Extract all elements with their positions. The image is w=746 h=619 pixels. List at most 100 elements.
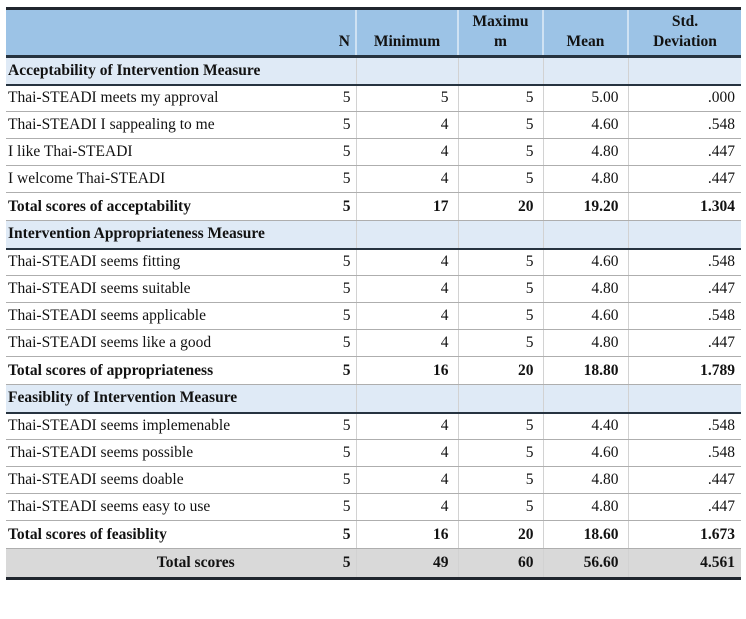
cell-maximum: 5 [457, 275, 543, 303]
cell-minimum: 4 [355, 493, 458, 521]
section-title: Intervention Appropriateness Measure [6, 220, 356, 250]
table-row: Thai-STEADI seems fitting 5 4 5 4.60 .54… [6, 248, 741, 276]
grand-total-label-cell: Total scores 5 [6, 548, 356, 579]
row-label: Total scores of feasiblity [6, 520, 260, 549]
table-row: I like Thai-STEADI 5 4 5 4.80 .447 [6, 138, 741, 166]
cell-n: 5 [260, 192, 356, 221]
cell-maximum: 20 [457, 520, 543, 549]
cell-std-deviation: 1.789 [627, 356, 741, 385]
cell-mean: 4.80 [542, 138, 628, 166]
cell-n: 5 [260, 111, 356, 139]
empty-cell [355, 220, 458, 250]
cell-mean: 4.60 [542, 111, 628, 139]
cell-n: 5 [342, 554, 351, 571]
cell-std-deviation: .548 [627, 111, 741, 139]
cell-maximum: 5 [457, 165, 543, 193]
cell-maximum: 5 [457, 248, 543, 276]
empty-cell [457, 56, 543, 86]
cell-mean: 4.80 [542, 275, 628, 303]
cell-std-deviation: .447 [627, 138, 741, 166]
cell-mean: 4.60 [542, 302, 628, 330]
cell-std-deviation: 1.673 [627, 520, 741, 549]
cell-maximum: 5 [457, 466, 543, 494]
cell-minimum: 16 [355, 520, 458, 549]
empty-cell [542, 384, 628, 414]
table-row: Thai-STEADI seems implemenable 5 4 5 4.4… [6, 412, 741, 440]
cell-minimum: 16 [355, 356, 458, 385]
table-row: Thai-STEADI seems possible 5 4 5 4.60 .5… [6, 439, 741, 467]
table-row: Thai-STEADI seems like a good 5 4 5 4.80… [6, 329, 741, 357]
cell-minimum: 5 [355, 84, 458, 112]
empty-cell [355, 56, 458, 86]
empty-cell [457, 220, 543, 250]
header-std-line1: Std. [671, 13, 699, 31]
cell-n: 5 [260, 412, 356, 440]
cell-n: 5 [260, 275, 356, 303]
row-label: Total scores of acceptability [6, 192, 260, 221]
cell-mean: 5.00 [542, 84, 628, 112]
cell-n: 5 [260, 165, 356, 193]
cell-minimum: 17 [355, 192, 458, 221]
cell-mean: 4.80 [542, 493, 628, 521]
header-minimum: Minimum [355, 8, 458, 58]
cell-minimum: 4 [355, 165, 458, 193]
grand-total-row: Total scores 5 49 60 56.60 4.561 [6, 548, 741, 579]
header-maximum-line2: m [494, 32, 507, 50]
row-label: Thai-STEADI seems applicable [6, 302, 260, 330]
cell-minimum: 4 [355, 248, 458, 276]
cell-minimum: 4 [355, 302, 458, 330]
header-maximum: Maximu m [457, 8, 543, 58]
cell-maximum: 5 [457, 302, 543, 330]
row-label: Thai-STEADI seems possible [6, 439, 260, 467]
section-header-row-acceptability: Acceptability of Intervention Measure [6, 56, 741, 86]
cell-n: 5 [260, 84, 356, 112]
table-header-row: N Minimum Maximu m Mean Std. Deviation [6, 8, 741, 58]
cell-mean: 4.80 [542, 466, 628, 494]
empty-cell [457, 384, 543, 414]
cell-std-deviation: .548 [627, 302, 741, 330]
cell-minimum: 4 [355, 329, 458, 357]
row-label: Thai-STEADI seems like a good [6, 329, 260, 357]
header-label-cell [6, 8, 260, 58]
cell-std-deviation: .000 [627, 84, 741, 112]
cell-maximum: 5 [457, 412, 543, 440]
table-row: Thai-STEADI seems doable 5 4 5 4.80 .447 [6, 466, 741, 494]
header-mean: Mean [542, 8, 628, 58]
cell-std-deviation: .548 [627, 412, 741, 440]
table-row: Thai-STEADI seems applicable 5 4 5 4.60 … [6, 302, 741, 330]
header-maximum-line1: Maximu [472, 13, 529, 31]
cell-n: 5 [260, 520, 356, 549]
empty-cell [627, 384, 741, 414]
cell-maximum: 5 [457, 329, 543, 357]
header-std-line2: Deviation [653, 32, 717, 50]
cell-mean: 4.60 [542, 439, 628, 467]
row-label: Thai-STEADI meets my approval [6, 84, 260, 112]
empty-cell [542, 56, 628, 86]
cell-maximum: 5 [457, 138, 543, 166]
cell-mean: 18.80 [542, 356, 628, 385]
cell-std-deviation: .548 [627, 248, 741, 276]
cell-std-deviation: .548 [627, 439, 741, 467]
cell-mean: 4.80 [542, 329, 628, 357]
empty-cell [627, 220, 741, 250]
cell-n: 5 [260, 329, 356, 357]
grand-total-label: Total scores [156, 554, 235, 571]
section-header-row-feasibility: Feasiblity of Intervention Measure [6, 384, 741, 414]
row-label: Thai-STEADI seems suitable [6, 275, 260, 303]
section-total-row: Total scores of appropriateness 5 16 20 … [6, 356, 741, 385]
row-label: Thai-STEADI seems implemenable [6, 412, 260, 440]
row-label: Thai-STEADI I sappealing to me [6, 111, 260, 139]
cell-minimum: 4 [355, 412, 458, 440]
cell-maximum: 5 [457, 493, 543, 521]
table-row: I welcome Thai-STEADI 5 4 5 4.80 .447 [6, 165, 741, 193]
row-label: Thai-STEADI seems easy to use [6, 493, 260, 521]
cell-mean: 18.60 [542, 520, 628, 549]
section-total-row: Total scores of feasiblity 5 16 20 18.60… [6, 520, 741, 549]
cell-maximum: 5 [457, 111, 543, 139]
cell-std-deviation: 4.561 [627, 548, 741, 579]
cell-std-deviation: .447 [627, 275, 741, 303]
descriptive-statistics-table: N Minimum Maximu m Mean Std. Deviation A… [6, 7, 741, 580]
section-total-row: Total scores of acceptability 5 17 20 19… [6, 192, 741, 221]
table-row: Thai-STEADI I sappealing to me 5 4 5 4.6… [6, 111, 741, 139]
